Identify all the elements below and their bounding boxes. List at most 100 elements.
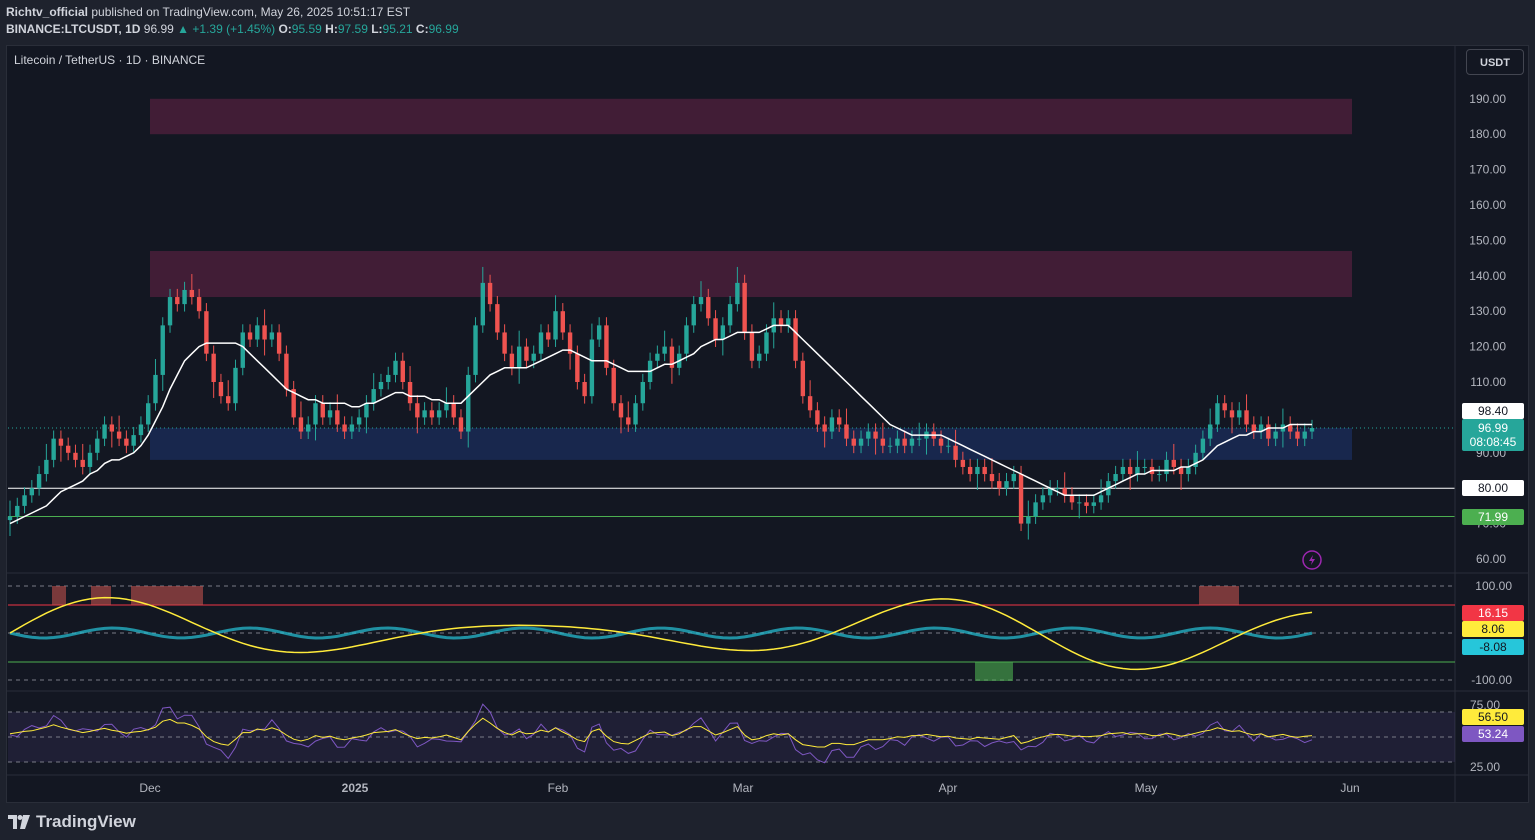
footer-brand[interactable]: TradingView bbox=[8, 812, 136, 832]
candle-body bbox=[837, 417, 842, 425]
candle-body bbox=[466, 374, 471, 432]
candle-body bbox=[1200, 438, 1206, 453]
price-tick-label: 190.00 bbox=[1469, 92, 1506, 106]
rsi-tick-label: 25.00 bbox=[1470, 760, 1500, 774]
candle-body bbox=[160, 325, 165, 375]
zones-layer bbox=[150, 98, 1352, 460]
candle-body bbox=[989, 474, 995, 482]
candle-body bbox=[727, 304, 733, 326]
candle-body bbox=[95, 438, 100, 453]
candle-body bbox=[895, 438, 900, 446]
candle-body bbox=[698, 297, 704, 305]
candle-body bbox=[960, 459, 966, 467]
osc-signal-box bbox=[52, 586, 66, 605]
author-name[interactable]: Richtv_official bbox=[6, 5, 89, 19]
candle-body bbox=[953, 445, 958, 460]
candle-body bbox=[858, 438, 864, 446]
candle-body bbox=[1142, 466, 1147, 468]
candle-body bbox=[669, 346, 675, 368]
osc-label-b: 8.06 bbox=[1462, 621, 1524, 637]
time-axis: Dec 2025 Feb Mar Apr May Jun bbox=[139, 781, 1359, 795]
candle-body bbox=[626, 417, 631, 425]
candle-body bbox=[371, 389, 376, 404]
price-tick-label: 110.00 bbox=[1470, 375, 1506, 389]
candle-body bbox=[946, 445, 951, 447]
candle-body bbox=[633, 403, 638, 425]
candle-body bbox=[15, 505, 20, 517]
candle-body bbox=[175, 297, 180, 305]
candle-body bbox=[1047, 488, 1053, 496]
osc-signal-box bbox=[1199, 586, 1239, 605]
candle-body bbox=[1186, 466, 1191, 475]
moving-average-line bbox=[9, 324, 1312, 525]
candle-body bbox=[1055, 488, 1060, 490]
candle-body bbox=[917, 438, 922, 440]
candle-body bbox=[1164, 459, 1169, 475]
candle-body bbox=[29, 488, 35, 496]
candle-body bbox=[313, 403, 318, 425]
candle-body bbox=[713, 318, 718, 340]
last-price: 96.99 bbox=[143, 22, 174, 36]
candle-body bbox=[58, 438, 64, 446]
candle-body bbox=[306, 424, 311, 432]
candle-body bbox=[524, 346, 529, 361]
candle-body bbox=[793, 318, 798, 361]
candle-body bbox=[284, 353, 289, 390]
time-tick-label: 2025 bbox=[342, 781, 369, 795]
candle-body bbox=[822, 424, 827, 432]
candle-body bbox=[778, 318, 784, 326]
candle-body bbox=[218, 382, 224, 397]
candle-body bbox=[611, 367, 616, 404]
candle-body bbox=[1171, 459, 1176, 467]
level-72-label: 71.99 bbox=[1462, 509, 1524, 525]
candle-body bbox=[800, 360, 806, 397]
candle-body bbox=[1266, 424, 1271, 439]
time-tick-label: Dec bbox=[139, 781, 160, 795]
oscillator-pane: 100.00 -100.00 bbox=[8, 579, 1512, 687]
time-tick-label: Feb bbox=[548, 781, 569, 795]
candle-body bbox=[1098, 495, 1104, 503]
candle-body bbox=[720, 325, 726, 340]
price-zone bbox=[150, 251, 1352, 298]
price-tick-label: 180.00 bbox=[1469, 127, 1506, 141]
candle-body bbox=[320, 403, 325, 418]
candle-body bbox=[1040, 495, 1046, 503]
candle-body bbox=[1077, 502, 1082, 504]
candle-body bbox=[269, 332, 275, 340]
candle-body bbox=[393, 360, 398, 375]
candle-body bbox=[509, 353, 515, 368]
candle-body bbox=[167, 297, 173, 326]
candle-body bbox=[327, 410, 333, 418]
candle-body bbox=[211, 353, 216, 382]
candle-body bbox=[196, 297, 202, 312]
rsi-label: 53.24 bbox=[1462, 726, 1524, 742]
candle-body bbox=[116, 431, 122, 439]
publish-text: published on TradingView.com, May 26, 20… bbox=[91, 5, 411, 19]
candle-body bbox=[51, 438, 56, 460]
low-label: L: bbox=[371, 22, 383, 36]
candle-body bbox=[829, 417, 835, 432]
currency-button[interactable]: USDT bbox=[1466, 49, 1524, 75]
rsi-pane: 75.00 25.00 bbox=[8, 698, 1500, 774]
candle-body bbox=[1215, 403, 1220, 425]
candle-body bbox=[1302, 431, 1307, 439]
candle-body bbox=[1127, 466, 1133, 475]
candles-layer bbox=[7, 266, 1315, 540]
candle-body bbox=[655, 353, 660, 361]
candle-body bbox=[1309, 428, 1315, 432]
candle-body bbox=[640, 382, 646, 404]
candle-body bbox=[480, 282, 485, 326]
symbol-text: BINANCE:LTCUSDT, 1D bbox=[6, 22, 141, 36]
candle-body bbox=[138, 424, 144, 436]
osc-tick-label: 100.00 bbox=[1475, 579, 1512, 593]
candle-body bbox=[902, 438, 907, 446]
candle-body bbox=[1178, 466, 1184, 475]
time-tick-label: Jun bbox=[1340, 781, 1359, 795]
candle-body bbox=[618, 403, 624, 418]
last-price-label: 96.99 08:08:45 bbox=[1462, 419, 1524, 451]
candle-body bbox=[87, 452, 93, 467]
candle-body bbox=[451, 403, 456, 418]
candle-body bbox=[247, 332, 253, 340]
candle-body bbox=[502, 332, 507, 354]
